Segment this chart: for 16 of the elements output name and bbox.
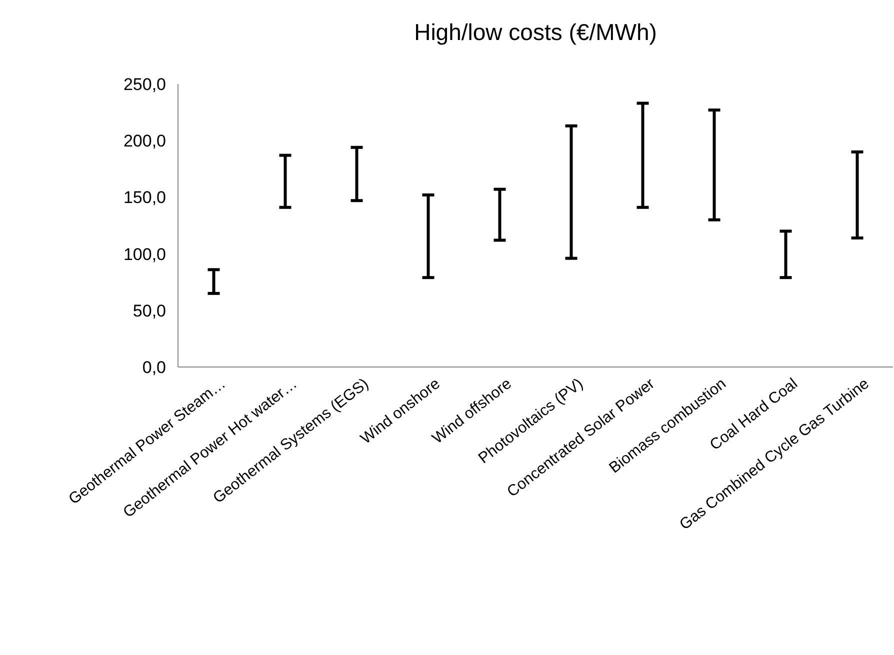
bar — [712, 110, 716, 220]
bar — [641, 103, 644, 208]
y-tick-label: 100,0 — [123, 244, 166, 264]
bar — [426, 194, 430, 278]
bar — [355, 147, 358, 201]
bar — [856, 152, 859, 238]
y-tick-label: 0,0 — [142, 358, 166, 377]
y-tick-label: 200,0 — [123, 132, 166, 151]
chart-title: High/low costs (€/MWh) — [414, 19, 657, 45]
bar — [284, 155, 287, 208]
y-tick-label: 150,0 — [123, 188, 166, 208]
bar — [498, 189, 502, 240]
y-tick-label: 250,0 — [123, 74, 166, 94]
y-tick-label: 50,0 — [132, 301, 166, 320]
bar — [784, 231, 788, 278]
bar — [570, 126, 573, 258]
